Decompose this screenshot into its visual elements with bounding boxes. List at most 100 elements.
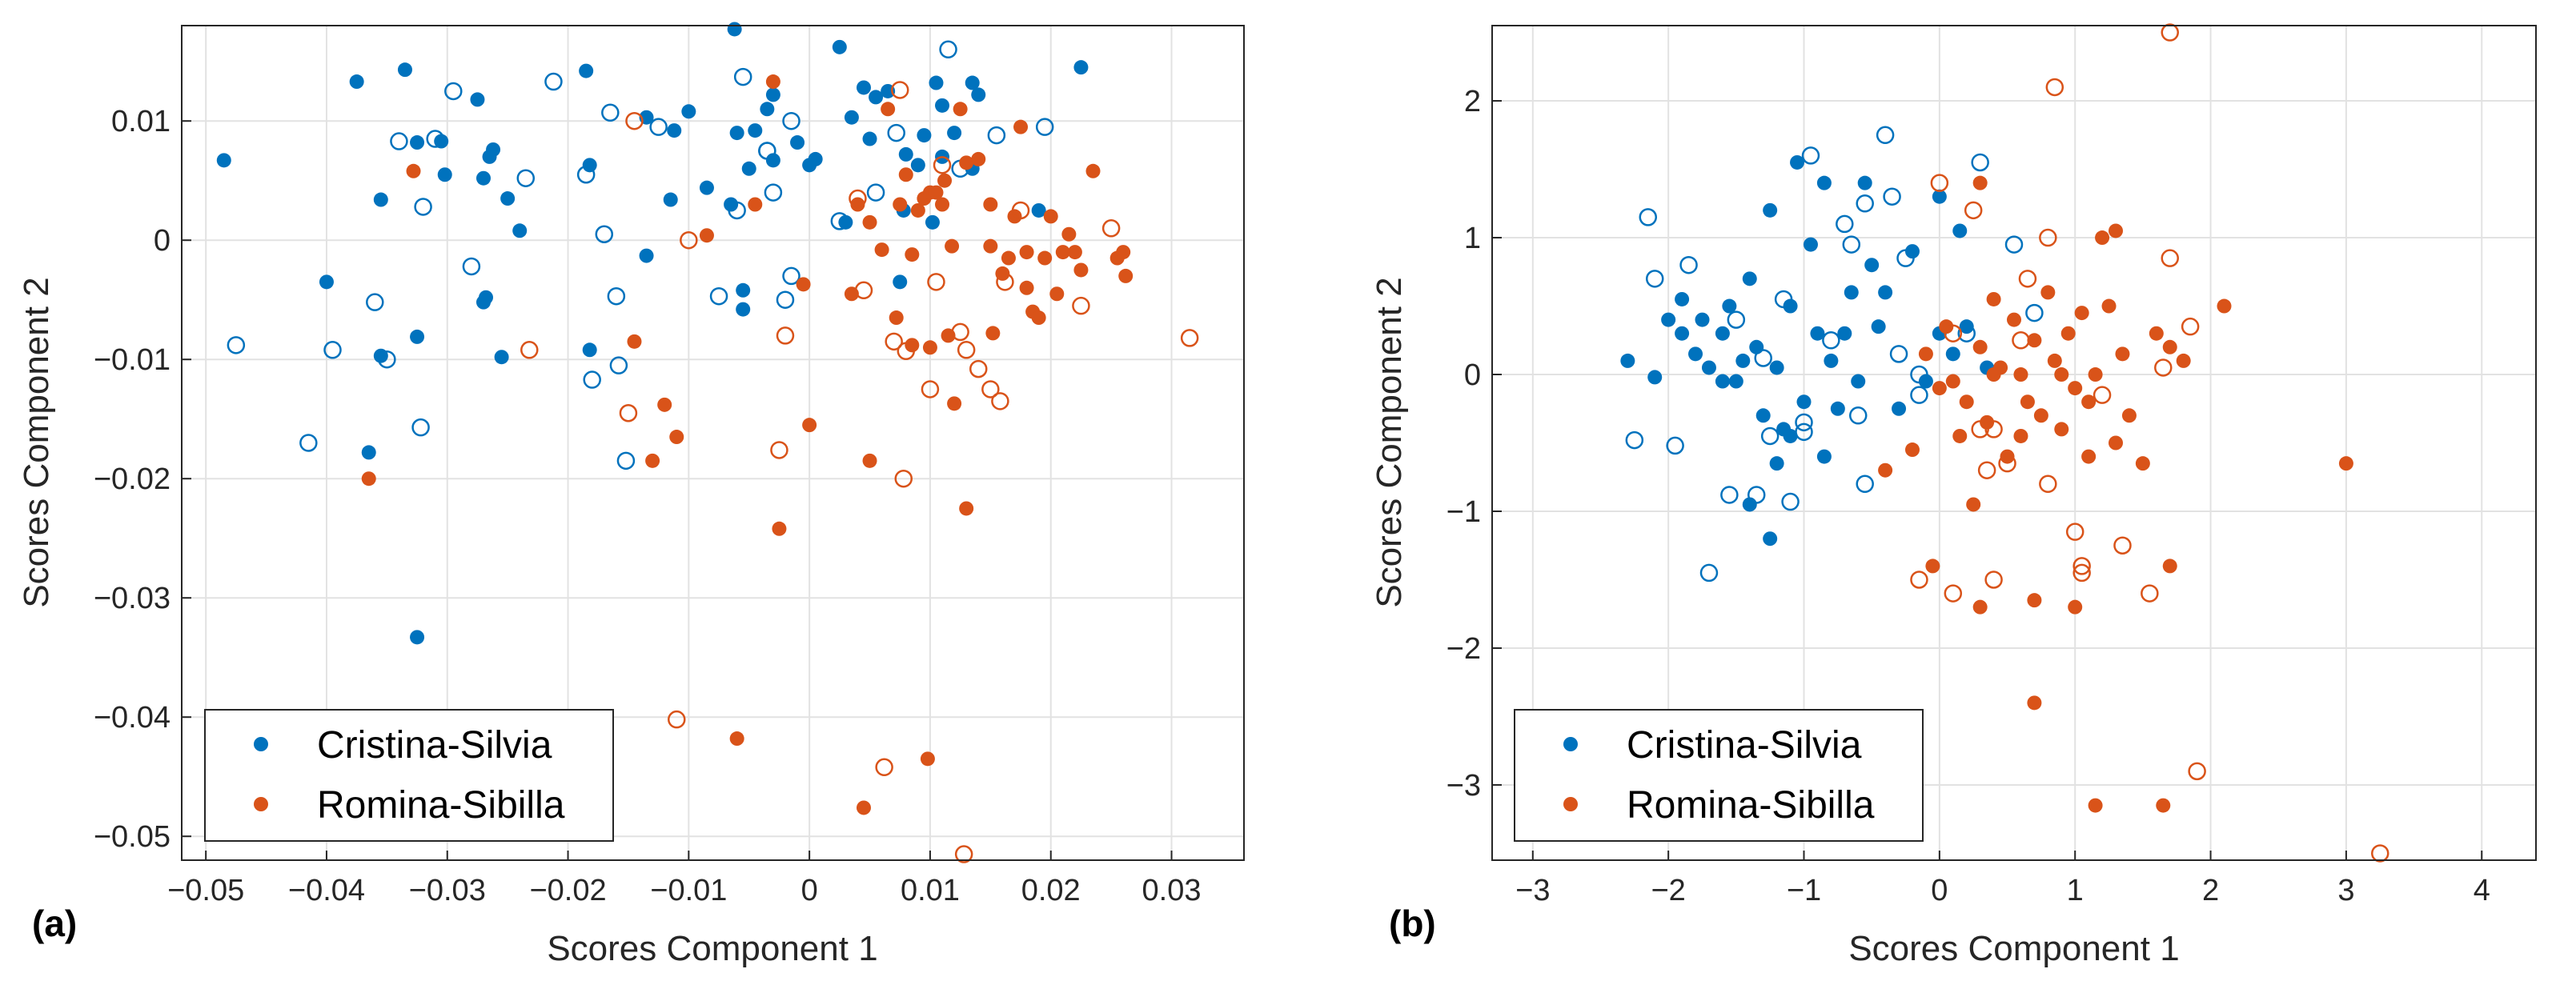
- panel-a-point-cristina-silvia-open: [411, 418, 430, 437]
- panel-b-point-cristina-silvia-open: [1876, 126, 1895, 145]
- panel-b-point-cristina-silvia-open: [1727, 310, 1746, 329]
- panel-a-point-romina-sibilla-filled: [947, 396, 962, 411]
- panel-a-point-romina-sibilla-filled: [889, 310, 904, 326]
- panel-b-point-cristina-silvia-filled: [1844, 285, 1859, 300]
- panel-b-point-cristina-silvia-filled: [1878, 285, 1893, 300]
- panel-b-plot-frame: [1491, 25, 2537, 861]
- panel-a-point-cristina-silvia-filled: [479, 290, 494, 305]
- panel-a-point-cristina-silvia-filled: [216, 153, 231, 168]
- panel-b-point-cristina-silvia-filled: [1701, 360, 1716, 375]
- panel-b-point-cristina-silvia-filled: [1803, 237, 1818, 252]
- panel-a-point-cristina-silvia-filled: [500, 191, 516, 206]
- panel-b-point-cristina-silvia-filled: [1715, 374, 1730, 389]
- panel-b-point-romina-sibilla-filled: [2027, 593, 2042, 608]
- panel-b-point-cristina-silvia-filled: [1661, 312, 1676, 327]
- panel-b-point-romina-sibilla-open: [2161, 23, 2180, 42]
- panel-a-point-cristina-silvia-filled: [579, 63, 594, 78]
- panel-b-point-cristina-silvia-open: [1822, 331, 1840, 350]
- panel-a-y-tick-label: −0.02: [94, 462, 171, 496]
- panel-b-point-cristina-silvia-filled: [1688, 346, 1703, 362]
- panel-a-y-tick-label: −0.01: [94, 343, 171, 377]
- panel-a-point-cristina-silvia-filled: [893, 274, 908, 290]
- panel-b-point-cristina-silvia-filled: [1763, 202, 1778, 218]
- panel-b-x-tick-label: 1: [2067, 874, 2084, 907]
- panel-b-y-tick-label: −2: [1446, 632, 1481, 666]
- panel-b-point-cristina-silvia-open: [1910, 365, 1928, 384]
- panel-a-point-cristina-silvia-filled: [361, 445, 376, 460]
- panel-a-x-tick-label: −0.03: [409, 874, 486, 907]
- panel-a-point-romina-sibilla-filled: [669, 430, 684, 445]
- panel-b-point-cristina-silvia-open: [1957, 324, 1976, 342]
- panel-b-point-cristina-silvia-open: [1666, 436, 1684, 455]
- panel-a-x-tick-label: −0.01: [650, 874, 727, 907]
- panel-a-point-cristina-silvia-filled: [667, 123, 682, 138]
- panel-a-point-romina-sibilla-filled: [1001, 250, 1016, 266]
- panel-b-point-romina-sibilla-filled: [2027, 695, 2042, 711]
- panel-a-point-cristina-silvia-filled: [397, 62, 412, 78]
- panel-a-point-romina-sibilla-open: [1180, 329, 1199, 347]
- panel-b-point-romina-sibilla-open: [1998, 454, 2016, 473]
- panel-b-point-cristina-silvia-open: [1910, 386, 1928, 404]
- panel-a-x-axis-label: Scores Component 1: [547, 929, 877, 968]
- panel-b-point-cristina-silvia-open: [1856, 474, 1874, 494]
- panel-a-point-romina-sibilla-filled: [1055, 245, 1070, 260]
- panel-a-point-romina-sibilla-filled: [898, 167, 913, 182]
- panel-b-point-romina-sibilla-filled: [1939, 319, 1954, 334]
- panel-b-label: (b): [1389, 903, 1436, 944]
- panel-b-y-tick-label: 2: [1464, 85, 1481, 118]
- panel-a-point-cristina-silvia-open: [299, 434, 318, 452]
- panel-a-point-cristina-silvia-filled: [410, 630, 425, 645]
- panel-a-point-romina-sibilla-open: [849, 189, 867, 208]
- panel-a-point-cristina-silvia-open: [776, 290, 795, 309]
- panel-b-point-romina-sibilla-filled: [1972, 175, 1988, 190]
- panel-b-point-romina-sibilla-filled: [2074, 306, 2089, 321]
- panel-b-point-romina-sibilla-open: [2039, 474, 2057, 494]
- panel-b-point-cristina-silvia-open: [2025, 303, 2044, 322]
- panel-a-point-cristina-silvia-filled: [681, 104, 696, 119]
- panel-a-point-romina-sibilla-open: [957, 341, 976, 359]
- panel-b-point-romina-sibilla-filled: [2095, 230, 2110, 246]
- panel-b-point-cristina-silvia-filled: [1918, 374, 1933, 389]
- panel-a-point-cristina-silvia-open: [516, 169, 536, 187]
- panel-a-point-cristina-silvia-filled: [437, 167, 452, 182]
- panel-a-point-romina-sibilla-filled: [657, 397, 672, 412]
- panel-b-point-romina-sibilla-filled: [1980, 414, 1995, 430]
- panel-a-point-romina-sibilla-filled: [983, 238, 998, 254]
- panel-b-point-romina-sibilla-open: [2092, 386, 2112, 404]
- panel-b-point-romina-sibilla-filled: [2013, 428, 2028, 443]
- panel-b-point-romina-sibilla-filled: [2013, 367, 2028, 382]
- panel-a-point-romina-sibilla-filled: [1043, 209, 1058, 224]
- panel-a-point-romina-sibilla-open: [680, 230, 698, 250]
- panel-b-point-romina-sibilla-filled: [1878, 462, 1893, 478]
- panel-b-point-cristina-silvia-filled: [1728, 374, 1743, 389]
- panel-a-point-romina-sibilla-open: [1072, 296, 1090, 315]
- panel-a-point-cristina-silvia-filled: [736, 282, 751, 298]
- panel-b-point-romina-sibilla-filled: [1952, 428, 1968, 443]
- panel-a-y-tick-label: 0.01: [111, 105, 171, 138]
- panel-b-legend-marker-cristina-silvia: [1563, 737, 1578, 751]
- panel-a-point-cristina-silvia-filled: [844, 110, 859, 125]
- panel-a-point-romina-sibilla-filled: [893, 197, 908, 212]
- panel-a-x-tick-label: −0.02: [529, 874, 606, 907]
- panel-a-point-romina-sibilla-open: [921, 380, 940, 398]
- panel-a-legend-marker-cristina-silvia: [254, 737, 268, 751]
- panel-b-point-cristina-silvia-filled: [1722, 298, 1737, 314]
- panel-b-point-cristina-silvia-open: [1836, 214, 1854, 234]
- panel-a-point-romina-sibilla-open: [885, 332, 903, 351]
- panel-a-point-romina-sibilla-filled: [959, 501, 974, 516]
- panel-a-point-cristina-silvia-filled: [869, 90, 884, 105]
- panel-a-point-romina-sibilla-open: [927, 273, 945, 291]
- panel-b-point-romina-sibilla-filled: [2101, 298, 2117, 314]
- panel-a-point-cristina-silvia-filled: [729, 126, 744, 141]
- panel-a-point-cristina-silvia-open: [390, 132, 408, 150]
- panel-a-point-cristina-silvia-open: [576, 166, 596, 184]
- panel-a-point-cristina-silvia-open: [595, 225, 614, 243]
- panel-a-y-tick-label: 0: [154, 224, 171, 258]
- panel-b-point-romina-sibilla-open: [2154, 358, 2173, 377]
- panel-a-x-tick-label: 0.01: [901, 874, 960, 907]
- panel-b-point-cristina-silvia-filled: [1810, 326, 1825, 341]
- panel-a-point-romina-sibilla-filled: [862, 453, 877, 468]
- panel-b-x-tick-label: −3: [1515, 874, 1550, 907]
- panel-b-point-romina-sibilla-filled: [2081, 449, 2097, 464]
